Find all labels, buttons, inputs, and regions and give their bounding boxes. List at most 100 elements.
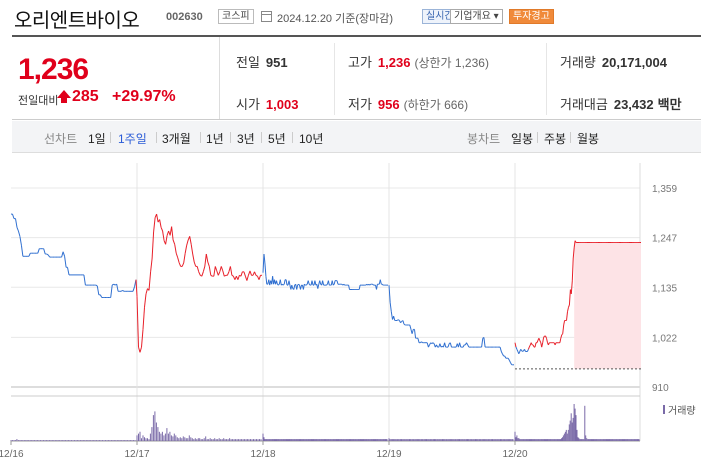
price-segment — [570, 280, 573, 294]
divider — [261, 132, 262, 143]
period-1y[interactable]: 1년 — [206, 132, 224, 146]
y-tick-label: 1,022 — [652, 333, 677, 344]
x-tick-label: 12/18 — [250, 449, 275, 460]
period-5y[interactable]: 5년 — [268, 132, 286, 146]
price-segment — [449, 342, 452, 348]
price-segment — [534, 342, 537, 348]
price-segment — [308, 283, 311, 286]
price-segment — [217, 271, 221, 276]
price-segment — [367, 283, 370, 286]
high-value: 1,236 — [377, 55, 411, 70]
price-segment — [526, 349, 529, 352]
price-segment — [171, 226, 174, 240]
price-summary: 1,236 전일대비 285 +29.97% 전일 951 고가 1,236 (상한가… — [12, 35, 701, 120]
price-segment — [205, 253, 209, 263]
candle-monthly[interactable]: 월봉 — [577, 132, 600, 146]
period-1d[interactable]: 1일 — [88, 132, 106, 146]
price-segment — [459, 342, 462, 348]
price-segment — [136, 296, 139, 348]
trade-amount-value: 23,432 — [613, 97, 654, 112]
price-segment — [172, 239, 176, 245]
price-segment — [201, 271, 204, 277]
investment-warning-badge[interactable]: 투자경고 — [509, 9, 554, 24]
price-segment — [282, 283, 285, 286]
price-segment — [43, 248, 46, 255]
company-overview-label: 기업개요 — [454, 11, 491, 22]
price-segment — [376, 284, 378, 290]
price-segment — [430, 342, 433, 344]
date-basis-label: 기준(장마감) — [335, 13, 394, 25]
price-segment — [419, 341, 422, 344]
price-segment — [193, 261, 197, 267]
price-segment — [508, 360, 511, 363]
low-label: 저가 — [348, 97, 372, 112]
price-segment — [276, 280, 278, 285]
candle-weekly[interactable]: 주봉 — [544, 132, 567, 146]
price-segment — [524, 349, 526, 352]
limit-up-area — [574, 242, 641, 369]
price-segment — [368, 283, 371, 286]
price-segment — [249, 270, 252, 276]
price-segment — [113, 283, 116, 286]
price-segment — [545, 335, 547, 339]
price-segment — [504, 355, 507, 359]
price-segment — [67, 267, 70, 275]
price-segment — [327, 280, 330, 286]
price-segment — [186, 239, 189, 246]
price-segment — [317, 284, 320, 289]
period-3y[interactable]: 3년 — [237, 132, 255, 146]
period-3m[interactable]: 3개월 — [162, 132, 191, 146]
price-segment — [562, 324, 565, 334]
price-segment — [436, 344, 439, 348]
price-chart: 1,359 1,247 1,135 1,022 910 12/16 12/17 12/18 12… — [0, 163, 696, 460]
price-segment — [297, 283, 299, 286]
company-overview-dropdown[interactable]: 기업개요 ▾ — [450, 9, 503, 24]
price-segment — [574, 240, 577, 243]
price-segment — [226, 271, 230, 276]
price-segment — [237, 275, 240, 280]
x-tick-label: 12/20 — [502, 449, 527, 460]
period-1w[interactable]: 1주일 — [118, 132, 147, 146]
price-segment — [165, 235, 168, 245]
market-badge: 코스피 — [218, 9, 254, 24]
price-segment — [426, 342, 429, 348]
price-segment — [189, 236, 192, 245]
price-segment — [111, 283, 114, 286]
price-segment — [514, 342, 517, 348]
price-segment — [542, 337, 545, 343]
price-segment — [518, 351, 521, 354]
price-segment — [302, 284, 305, 290]
date-basis: 2024.12.20 기준(장마감) — [277, 10, 393, 26]
price-segment — [348, 284, 350, 290]
volume-stat: 거래량 20,171,004 — [560, 52, 667, 71]
price-segment — [280, 283, 283, 286]
price-segment — [296, 284, 299, 290]
price-segment — [516, 349, 519, 352]
candle-daily[interactable]: 일봉 — [511, 132, 534, 146]
period-10y[interactable]: 10년 — [299, 132, 324, 146]
price-segment — [427, 344, 430, 348]
price-segment — [311, 280, 314, 286]
price-segment — [110, 285, 113, 298]
price-segment — [462, 344, 465, 348]
divider — [200, 132, 201, 143]
price-segment — [224, 274, 227, 277]
divider — [546, 43, 547, 115]
price-segment — [192, 253, 195, 263]
price-segment — [322, 280, 325, 286]
price-segment — [396, 319, 399, 321]
price-segment — [283, 279, 286, 285]
price-segment — [198, 271, 201, 276]
price-segment — [390, 311, 393, 320]
price-segment — [281, 283, 284, 286]
price-segment — [520, 349, 523, 351]
stock-code: 002630 — [166, 11, 203, 23]
price-segment — [466, 342, 469, 346]
price-segment — [219, 266, 222, 272]
up-arrow-icon — [57, 90, 71, 103]
price-segment — [37, 248, 40, 254]
price-segment — [174, 244, 177, 254]
price-segment — [291, 284, 294, 289]
price-segment — [560, 334, 563, 339]
price-segment — [431, 342, 434, 345]
